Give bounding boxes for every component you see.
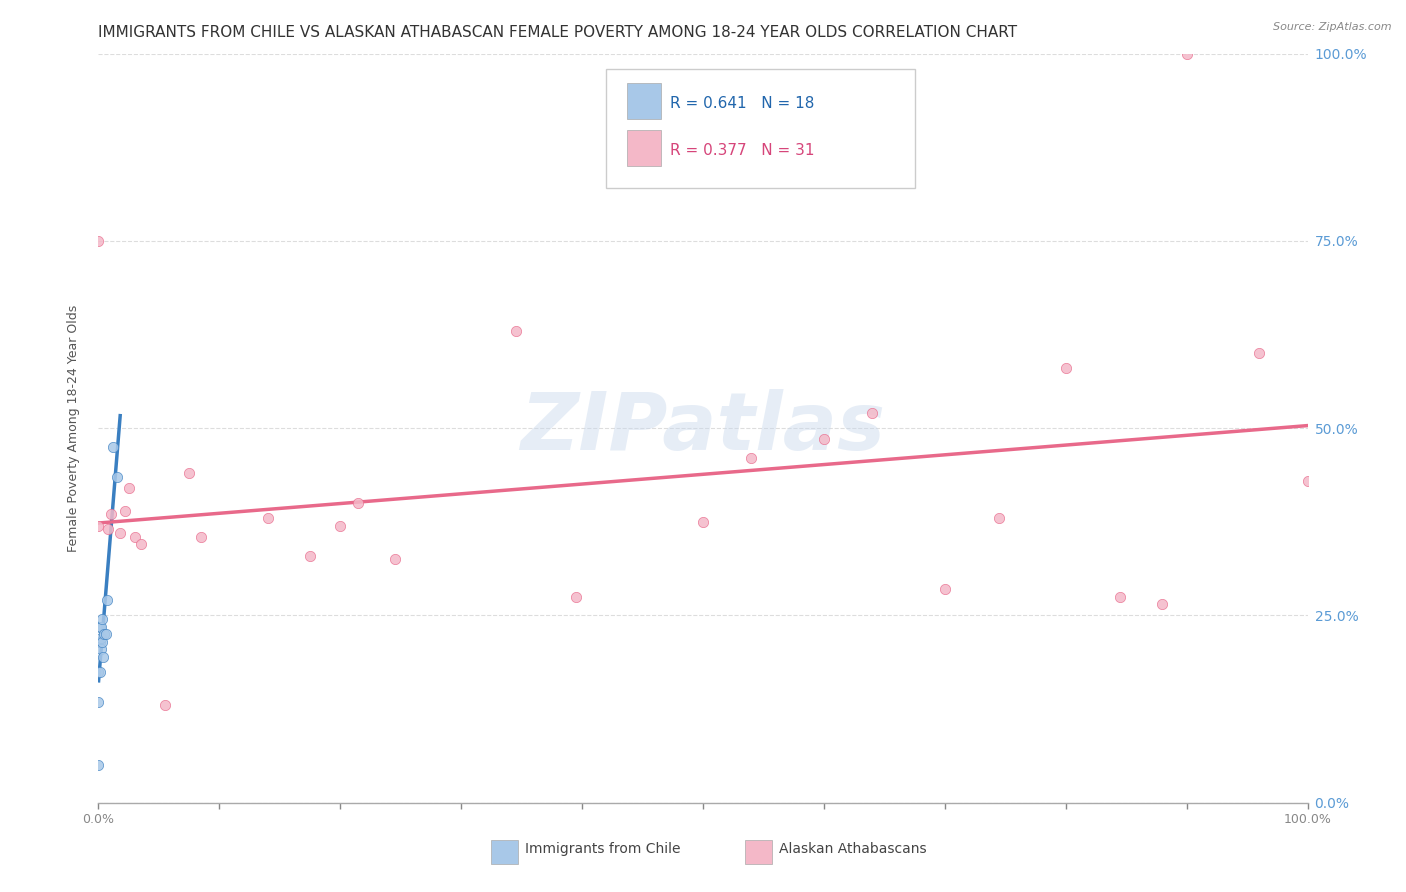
Point [860, 406, 883, 420]
Point [740, 451, 762, 466]
FancyBboxPatch shape [627, 83, 661, 119]
Point [105, 470, 128, 484]
Point [101, 440, 124, 454]
Point [1054, 361, 1077, 376]
FancyBboxPatch shape [492, 840, 517, 864]
Point [565, 590, 588, 604]
Point [87, 234, 110, 248]
Point [813, 433, 835, 447]
Point [153, 698, 176, 713]
Point [87, 518, 110, 533]
Point [87, 634, 110, 648]
FancyBboxPatch shape [606, 69, 915, 188]
Point [90, 631, 112, 645]
Point [384, 552, 406, 566]
Text: Source: ZipAtlas.com: Source: ZipAtlas.com [1274, 22, 1392, 32]
Point [97, 522, 120, 536]
Point [934, 582, 956, 597]
Point [89, 665, 111, 679]
Point [87, 665, 110, 679]
Point [692, 515, 714, 529]
FancyBboxPatch shape [745, 840, 772, 864]
Y-axis label: Female Poverty Among 18-24 Year Olds: Female Poverty Among 18-24 Year Olds [66, 304, 80, 552]
Text: ZIPatlas: ZIPatlas [520, 389, 886, 467]
Point [1109, 590, 1132, 604]
Point [179, 466, 201, 480]
Point [108, 526, 131, 541]
Point [87, 695, 110, 709]
Text: Alaskan Athabascans: Alaskan Athabascans [779, 842, 927, 856]
Point [299, 549, 322, 563]
Point [89, 634, 111, 648]
Point [124, 530, 146, 544]
Point [96, 593, 118, 607]
Point [91, 612, 114, 626]
Point [118, 481, 141, 495]
Point [1249, 346, 1271, 360]
Point [89, 620, 111, 634]
Point [93, 627, 115, 641]
Point [1296, 474, 1319, 488]
Text: Immigrants from Chile: Immigrants from Chile [526, 842, 681, 856]
Point [256, 511, 278, 525]
Point [87, 758, 110, 772]
Point [100, 508, 122, 522]
Text: R = 0.641   N = 18: R = 0.641 N = 18 [671, 96, 814, 112]
Point [91, 649, 114, 664]
Point [90, 642, 112, 657]
Point [505, 324, 527, 338]
Point [114, 503, 136, 517]
Point [329, 518, 352, 533]
Point [190, 530, 212, 544]
Point [91, 634, 114, 648]
Point [347, 496, 370, 510]
Point [1175, 46, 1198, 61]
Point [988, 511, 1011, 525]
Text: R = 0.377   N = 31: R = 0.377 N = 31 [671, 144, 815, 159]
Point [94, 627, 117, 641]
Point [1152, 597, 1174, 611]
FancyBboxPatch shape [627, 130, 661, 166]
Point [129, 537, 152, 551]
Point [90, 620, 112, 634]
Text: IMMIGRANTS FROM CHILE VS ALASKAN ATHABASCAN FEMALE POVERTY AMONG 18-24 YEAR OLDS: IMMIGRANTS FROM CHILE VS ALASKAN ATHABAS… [98, 25, 1018, 40]
